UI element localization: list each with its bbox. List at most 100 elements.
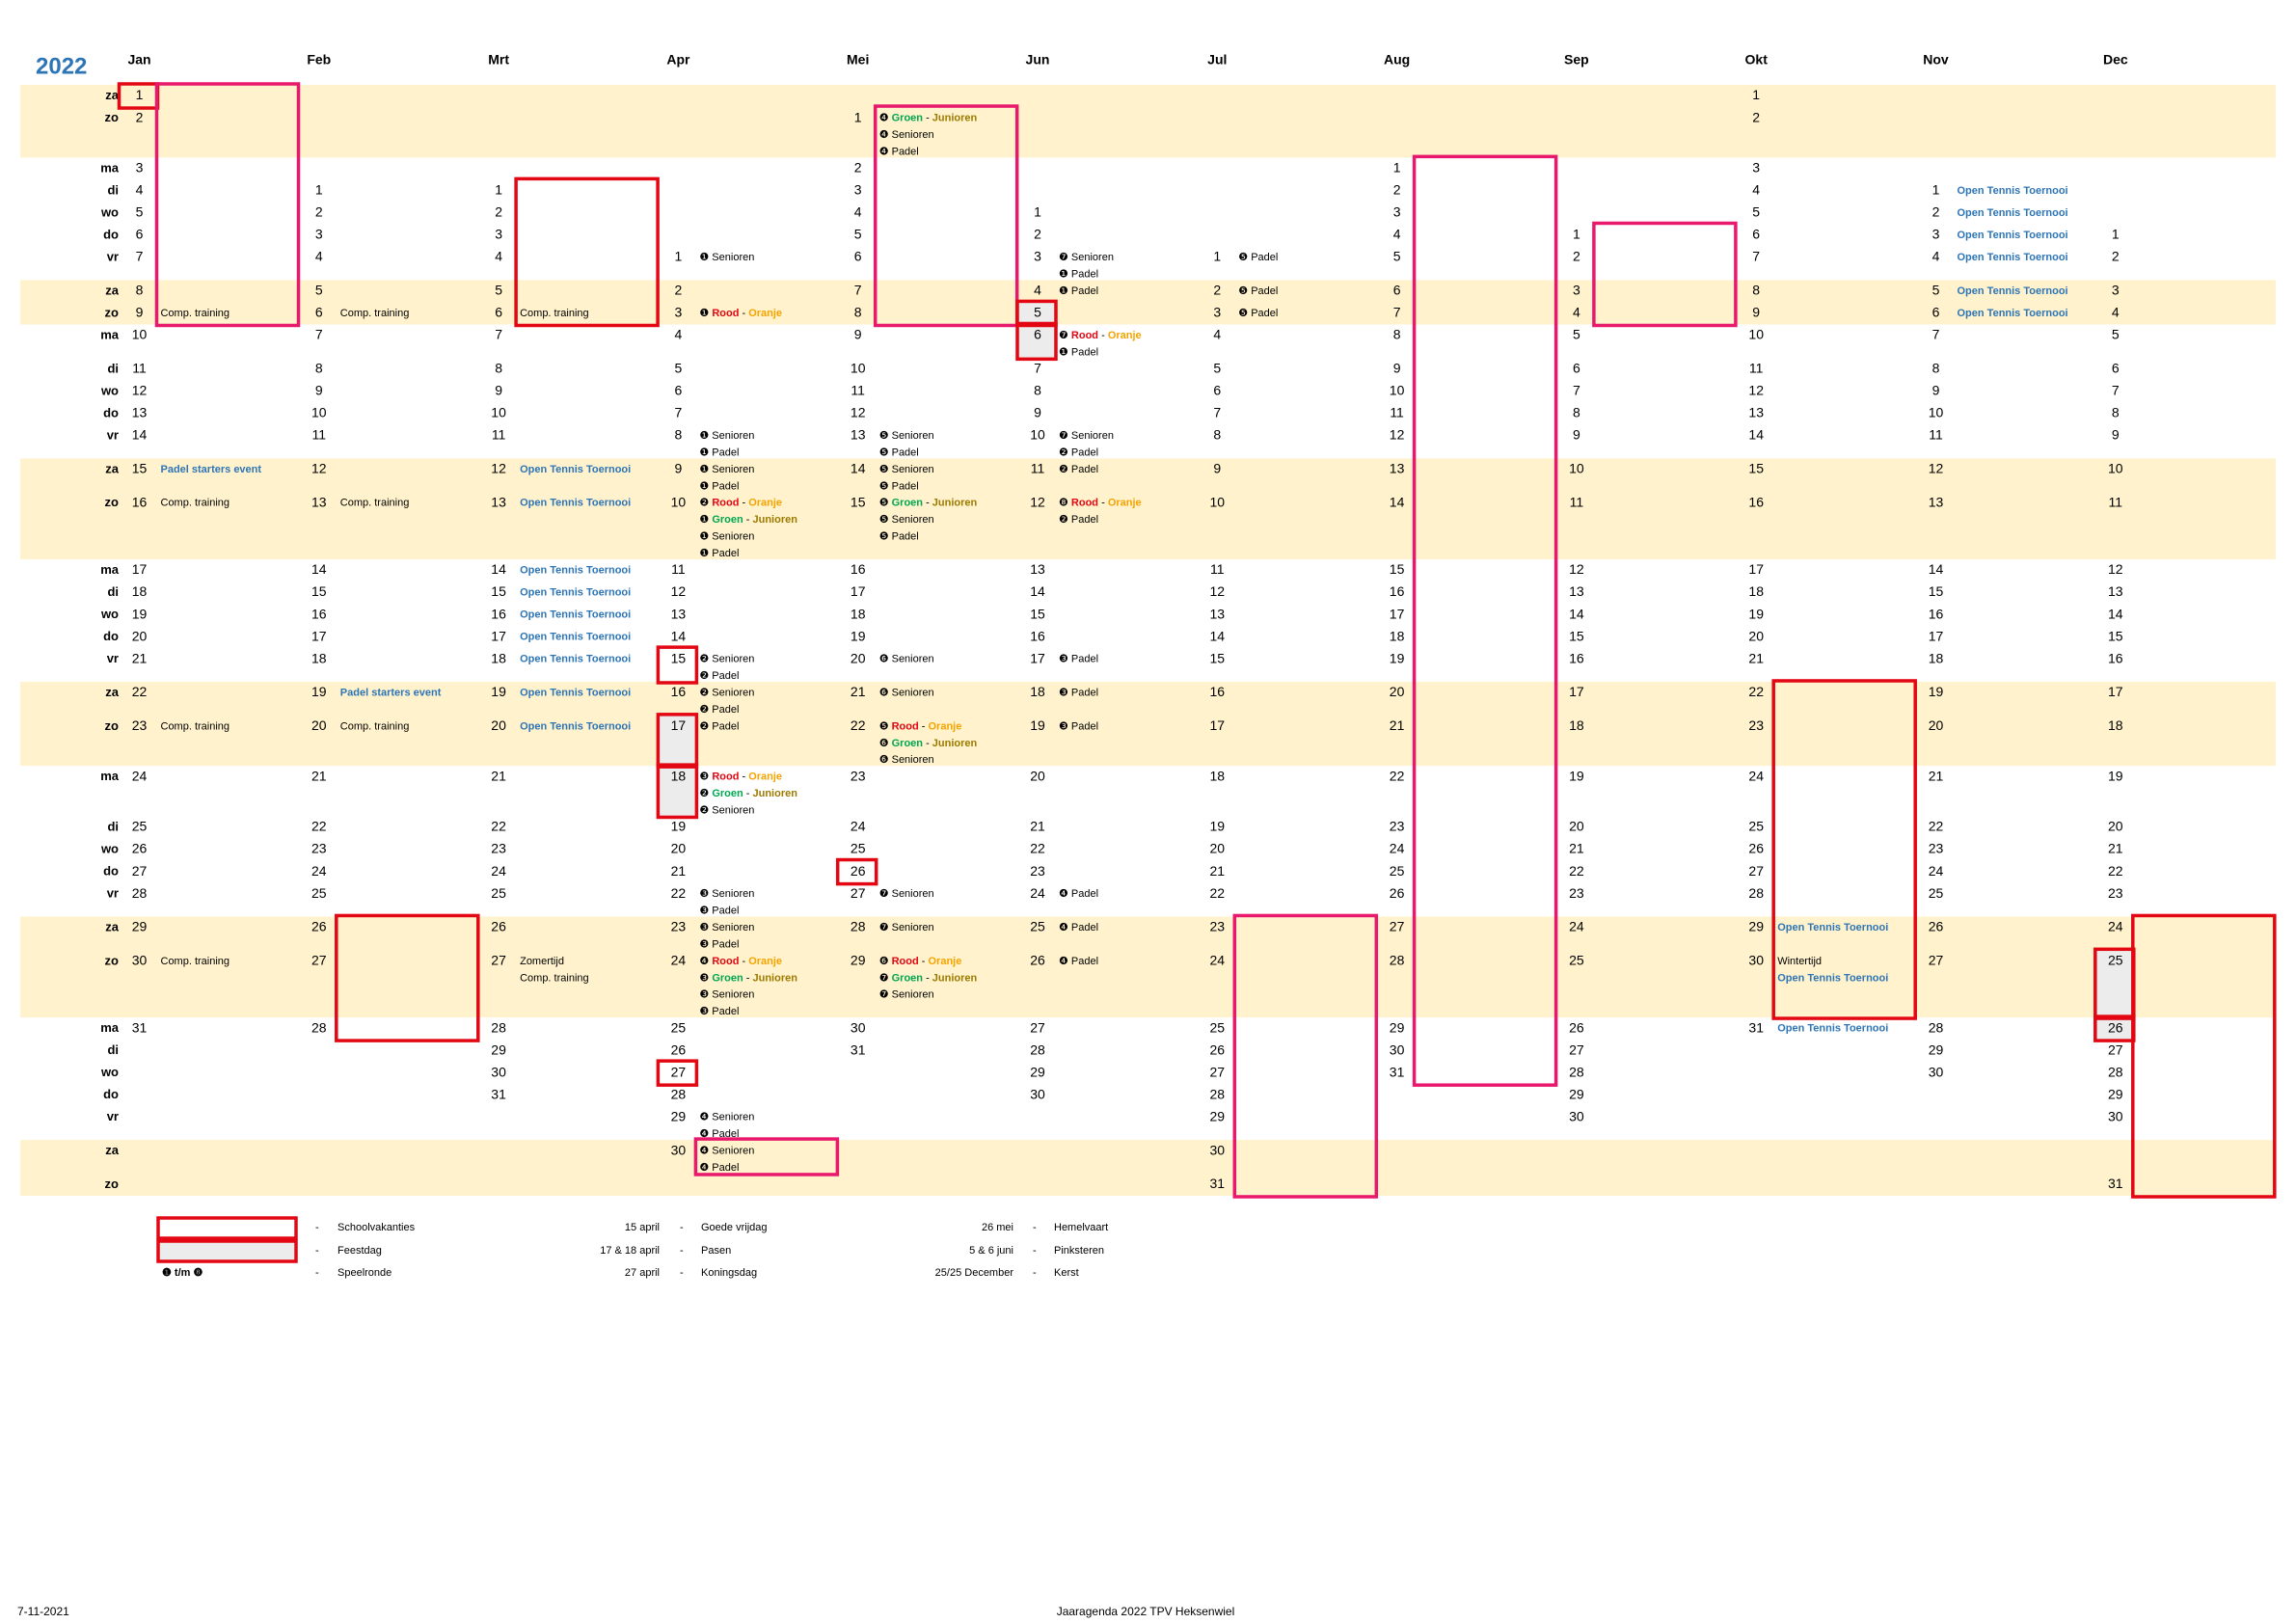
day-number: 29 [132,919,148,934]
day-number: 11 [132,361,147,376]
day-number: 2 [1573,249,1580,264]
day-number: 14 [1390,494,1405,509]
event-text: ❷ Senioren [699,687,754,698]
day-number: 11 [2109,494,2123,509]
event-text: ❼ [879,972,892,984]
day-number: 17 [1569,684,1584,699]
weekday-label: di [107,182,119,197]
event: ❷ Padel [699,704,739,716]
day-number: 2 [495,204,502,220]
period-box [2131,913,2277,1199]
event-text: ❷ [699,788,712,799]
weekday-label: di [107,819,119,833]
event-text: Junioren [753,788,798,799]
event: ❸ Padel [699,938,739,950]
month-header: Apr [666,52,690,68]
day-number: 21 [491,768,506,783]
event: ❸ Groen - Junioren [699,972,797,984]
event: ❸ Padel [1059,654,1098,665]
event: Padel starters event [161,464,262,475]
day-number: 9 [854,327,862,342]
day-number: 11 [312,427,327,443]
holiday-date: 26 mei [982,1222,1013,1233]
day-number: 20 [2108,819,2123,834]
event: Open Tennis Toernooi [1958,230,2068,241]
day-number: 13 [1210,606,1226,621]
day-number: 14 [2108,606,2123,621]
event-text: ❼ Senioren [879,888,934,900]
event-text: Open Tennis Toernooi [520,654,631,665]
day-number: 16 [671,684,687,699]
day-number: 1 [1932,182,1940,198]
day-number: 4 [315,249,323,264]
event-text: Open Tennis Toernooi [520,687,631,698]
event: ❶ Padel [1059,285,1098,297]
event: ❺ Groen - Junioren [879,498,978,509]
day-number: 5 [1932,283,1940,298]
day-number: 4 [136,182,144,198]
day-number: 16 [2108,650,2123,665]
day-number: 9 [1393,361,1401,376]
day-number: 5 [1752,204,1760,220]
year: 2022 [36,53,87,79]
day-number: 29 [1390,1019,1405,1035]
day-number: 8 [2112,405,2120,420]
event: ❹ Padel [1059,956,1098,967]
day-number: 5 [495,283,502,298]
event: Open Tennis Toernooi [520,720,631,732]
day-number: 3 [1393,204,1401,220]
event-text: ❹ [699,956,712,967]
day-number: 19 [1569,768,1584,783]
event-text: ❻ [879,956,892,967]
event: ❹ Padel [699,1162,739,1174]
day-number: 9 [1034,405,1041,420]
event: ❷ Padel [1059,514,1098,526]
day-number: 9 [2112,427,2120,443]
event-text: Open Tennis Toernooi [1958,308,2068,319]
day-number: 26 [311,919,327,934]
day-number: 5 [1034,305,1041,320]
day-number: 8 [1034,383,1041,398]
day-number: 8 [315,361,323,376]
day-number: 2 [1752,109,1760,124]
event: ❶ Rood - Oranje [699,308,782,319]
legend-separator: - [1033,1245,1037,1257]
day-number: 2 [2112,249,2120,264]
event: ❸ Padel [699,905,739,916]
day-number: 14 [311,561,327,577]
weekday-label: ma [100,562,120,577]
legend-label: Feestdag [338,1245,382,1257]
event: ❼ Senioren [879,989,934,1001]
event: ❼ Senioren [1059,252,1114,263]
event-text: Open Tennis Toernooi [520,464,631,475]
day-number: 23 [1748,717,1764,733]
day-number: 11 [1390,405,1404,420]
calendar-grid: za zo ma di wo do vr za zo ma di wo do vr za zo ma di wo do… [100,52,2128,1191]
day-number: 27 [1929,953,1944,968]
day-number: 15 [1748,461,1764,476]
event: ❺ Senioren [879,514,934,526]
event-text: ❺ Padel [879,531,919,543]
event-text: ❺ Senioren [879,430,934,442]
event-text: - [743,788,753,799]
day-number: 18 [1210,768,1226,783]
day-number: 17 [1390,606,1405,621]
month-header: Nov [1923,52,1949,68]
event: ❷ Senioren [699,804,754,816]
day-number: 3 [854,182,862,198]
day-number: 29 [491,1041,506,1057]
event-text: ❶ Padel [1059,346,1098,358]
event: Comp. training [520,972,589,984]
day-number: 12 [491,461,506,476]
day-number: 24 [132,768,148,783]
day-number: 9 [1932,383,1940,398]
day-number: 29 [1929,1041,1944,1057]
event: ❶ Senioren [699,531,754,543]
day-number: 7 [1393,305,1401,320]
day-number: 24 [491,863,506,879]
event-text: ❹ Senioren [879,129,934,141]
weekday-label: ma [100,160,120,175]
day-number: 3 [315,227,323,242]
day-number: 2 [1034,227,1041,242]
day-number: 6 [1393,283,1401,298]
